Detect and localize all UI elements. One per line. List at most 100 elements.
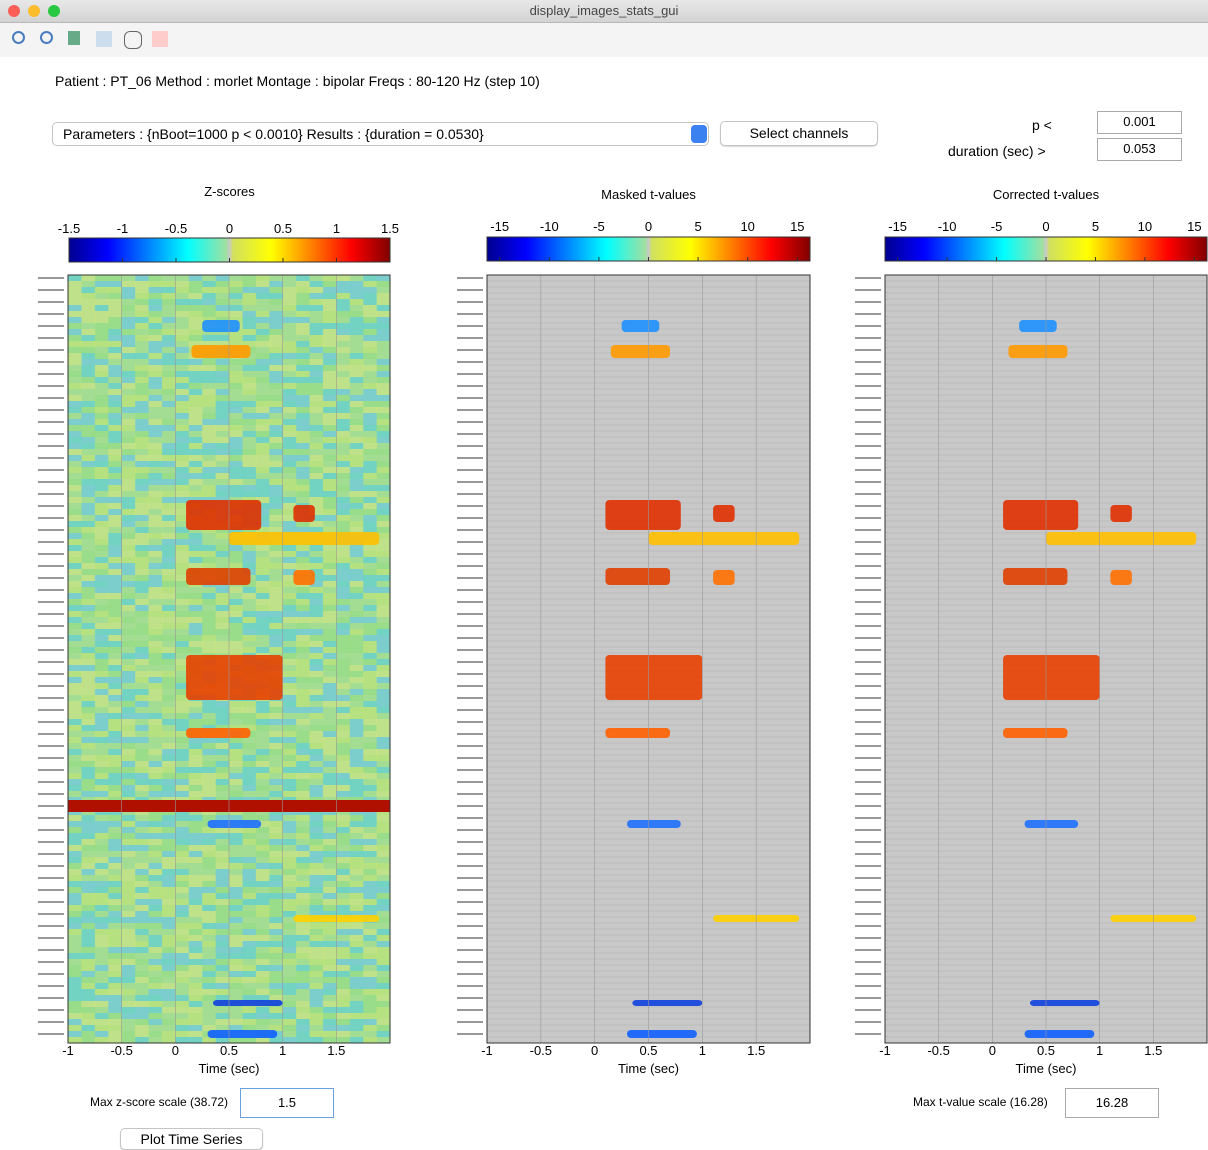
heatmap-cell [322,659,337,665]
heatmap-cell [94,695,109,701]
pan-tool[interactable] [124,31,142,49]
heatmap-blob [1003,655,1100,700]
heatmap-cell [242,701,257,707]
heatmap-cell [322,371,337,377]
heatmap-cell [215,923,230,929]
heatmap-cell [349,605,364,611]
heatmap-cell [202,599,217,605]
heatmap-cell [376,659,391,665]
heatmap-cell [121,311,136,317]
heatmap-blob [626,820,681,828]
zoom-in-tool[interactable] [12,31,25,44]
tscale-input[interactable]: 16.28 [1065,1088,1159,1118]
heatmap-cell [202,359,217,365]
heatmap-cell [175,935,190,941]
heatmap-cell [229,947,243,953]
heatmap-cell [229,815,243,821]
heatmap-cell [376,953,391,959]
heatmap-cell [94,419,109,425]
heatmap-cell [68,767,82,773]
heatmap-cell [363,899,378,905]
heatmap-cell [94,1031,109,1037]
heatmap-cell [282,449,297,455]
heatmap-cell [161,1001,176,1007]
heatmap-cell [108,407,123,413]
heatmap-cell [161,647,176,653]
heatmap-cell [255,935,270,941]
heatmap-cell [309,449,324,455]
heatmap-cell [255,341,270,347]
parameters-dropdown[interactable]: Parameters : {nBoot=1000 p < 0.0010} Res… [52,122,709,146]
heatmap-cell [376,443,391,449]
heatmap-cell [269,1013,284,1019]
heatmap-cell [202,779,217,785]
heatmap-cell [81,1001,96,1007]
heatmap-cell [229,611,243,617]
heatmap-cell [296,593,310,599]
heatmap-cell [94,323,109,329]
heatmap-cell [309,425,324,431]
heatmap-cell [336,509,351,515]
plot-time-series-button[interactable]: Plot Time Series [120,1128,263,1150]
heatmap-cell [135,683,149,689]
heatmap-cell [121,593,136,599]
heatmap-cell [161,761,176,767]
heatmap-cell [202,623,217,629]
select-channels-button[interactable]: Select channels [720,121,878,146]
heatmap-cell [215,491,230,497]
heatmap-cell [242,953,257,959]
heatmap-cell [376,527,391,533]
heatmap-cell [376,941,391,947]
heatmap-cell [188,341,203,347]
heatmap-cell [148,911,163,917]
heatmap-cell [336,425,351,431]
heatmap-cell [282,485,297,491]
heatmap-cell [376,749,391,755]
zoom-out-tool[interactable] [40,31,53,44]
heatmap-cell [376,413,391,419]
heatmap-cell [68,743,82,749]
heatmap-cell [322,275,337,281]
x-tick-label: -0.5 [110,1043,132,1058]
colorbar-tick-label: -10 [938,219,957,234]
heatmap-cell [296,407,310,413]
heatmap-cell [148,677,163,683]
heatmap-cell [309,461,324,467]
heatmap-cell [94,287,109,293]
close-button[interactable] [8,5,20,17]
heatmap-cell [282,299,297,305]
heatmap-cell [121,791,136,797]
x-tick-label: 1 [279,1043,286,1058]
heatmap-cell [349,749,364,755]
zscale-input[interactable]: 1.5 [240,1088,334,1118]
heatmap-cell [322,341,337,347]
p-input[interactable]: 0.001 [1097,111,1182,134]
heatmap-cell [376,299,391,305]
data-cursor-tool[interactable] [68,31,80,45]
heatmap-cell [175,767,190,773]
heatmap-cell [202,473,217,479]
heatmap-cell [363,773,378,779]
tool-icon[interactable] [96,31,112,47]
heatmap-cell [121,377,136,383]
heatmap-cell [175,785,190,791]
heatmap-cell [309,281,324,287]
minimize-button[interactable] [28,5,40,17]
heatmap-cell [94,719,109,725]
heatmap-cell [94,311,109,317]
duration-input[interactable]: 0.053 [1097,138,1182,161]
heatmap-cell [255,977,270,983]
heatmap-cell [282,731,297,737]
heatmap-cell [309,557,324,563]
zoom-button[interactable] [48,5,60,17]
colorbar-tick-label: -15 [490,219,509,234]
heatmap-cell [322,1037,337,1043]
heatmap-cell [363,947,378,953]
heatmap-cell [121,599,136,605]
heatmap-cell [161,425,176,431]
heatmap-cell [161,989,176,995]
heatmap-cell [229,623,243,629]
heatmap-cell [148,395,163,401]
tool-icon[interactable] [152,31,168,47]
heatmap-cell [309,713,324,719]
